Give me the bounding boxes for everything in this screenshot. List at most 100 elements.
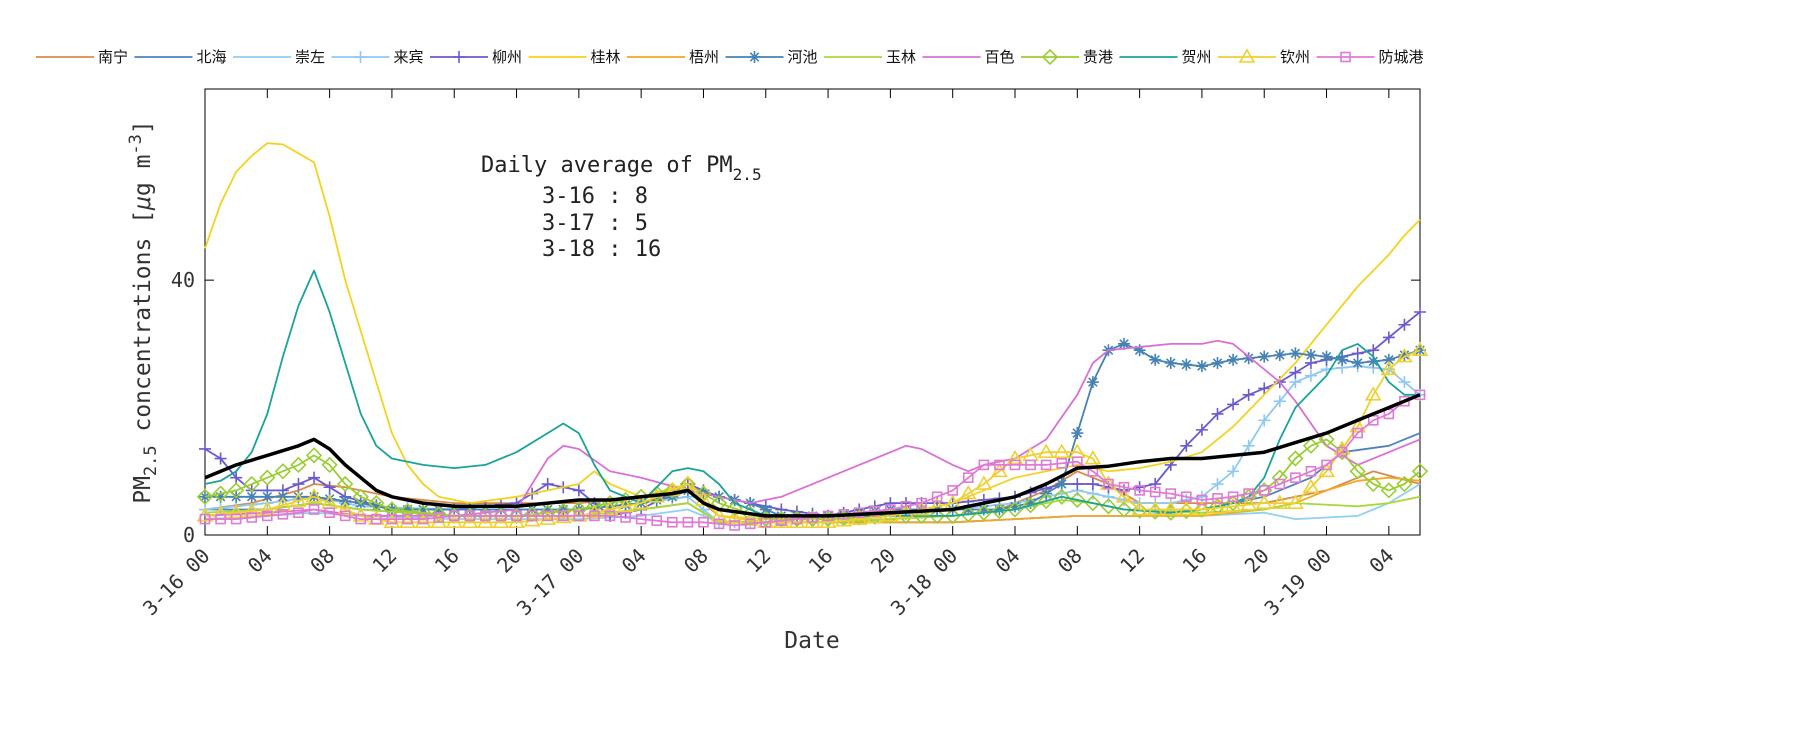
- series-marker: [417, 513, 429, 525]
- series-marker: [1211, 407, 1224, 420]
- series-marker: [308, 504, 320, 515]
- series-marker: [589, 510, 600, 522]
- series-marker: [1380, 360, 1398, 376]
- series-marker: [196, 488, 214, 505]
- annotation-title: Daily average of PM2.5: [481, 153, 762, 184]
- series-marker: [1022, 497, 1039, 514]
- series-marker: [1336, 353, 1349, 366]
- series-marker: [274, 463, 292, 480]
- series-marker: [495, 510, 507, 522]
- series-marker: [1242, 388, 1255, 401]
- series-marker: [259, 469, 276, 486]
- series-marker: [1242, 352, 1255, 365]
- series-marker: [227, 504, 245, 519]
- series-marker: [1177, 500, 1195, 516]
- series-marker: [1258, 414, 1271, 427]
- series-marker: [1382, 353, 1395, 366]
- x-tick-label: 12: [367, 544, 401, 578]
- series-marker: [1289, 347, 1302, 360]
- series-marker: [869, 505, 881, 517]
- series-marker: [1211, 356, 1224, 369]
- series-marker: [371, 513, 382, 525]
- series-marker: [1396, 475, 1413, 493]
- legend-item: 崇左: [233, 48, 325, 66]
- series-marker: [1211, 478, 1224, 491]
- series-marker: [850, 510, 868, 525]
- series-line: [204, 269, 1420, 517]
- series-marker: [682, 516, 694, 528]
- series-marker: [293, 507, 304, 519]
- series-marker: [617, 497, 634, 513]
- series-marker: [1305, 465, 1317, 477]
- series-marker: [1318, 462, 1335, 478]
- series-marker: [962, 472, 974, 483]
- legend-marker: [1041, 48, 1059, 66]
- series-marker: [1398, 318, 1411, 331]
- legend-marker: [453, 51, 465, 63]
- x-tick-label: 20: [1240, 544, 1274, 578]
- series-marker: [710, 507, 728, 522]
- legend-item: 防城港: [1316, 48, 1424, 66]
- series-marker: [1224, 497, 1242, 513]
- series-marker: [339, 510, 351, 522]
- series-marker: [370, 500, 383, 513]
- series-marker: [1365, 475, 1382, 493]
- series-marker: [461, 513, 479, 529]
- series-marker: [399, 502, 416, 520]
- daily-average-annotation: Daily average of PM2.5 3-16 : 8 3-17 : 5…: [481, 153, 762, 262]
- series-marker: [1320, 350, 1333, 363]
- series-marker: [1040, 459, 1052, 471]
- series-marker: [698, 516, 709, 528]
- series-marker: [760, 516, 772, 528]
- series-marker: [1193, 501, 1211, 518]
- series-marker: [572, 484, 585, 497]
- x-tick-label: 3-16 00: [138, 544, 215, 621]
- series-marker: [1072, 456, 1083, 468]
- legend-item: 桂林: [528, 48, 621, 66]
- legend-marker: [1340, 51, 1351, 63]
- series-marker: [1255, 494, 1273, 509]
- series-marker: [1367, 344, 1380, 357]
- series-marker: [977, 503, 990, 516]
- series-marker: [1180, 439, 1193, 452]
- series-marker: [1367, 355, 1380, 368]
- x-tick-label: 08: [1053, 544, 1087, 578]
- series-marker: [1382, 331, 1395, 344]
- series-marker: [1398, 376, 1411, 389]
- series-marker: [944, 507, 961, 525]
- series-marker: [604, 510, 616, 522]
- series-marker: [1103, 478, 1114, 490]
- series-marker: [1258, 350, 1271, 363]
- series-marker: [588, 501, 601, 514]
- legend-label: 桂林: [591, 48, 621, 66]
- series-marker: [1318, 431, 1335, 448]
- x-tick-label: 04: [1364, 544, 1398, 578]
- series-marker: [1149, 486, 1161, 498]
- series-marker: [1053, 443, 1071, 458]
- x-axis-title: Date: [784, 628, 839, 654]
- series-767e8272: [204, 339, 1421, 517]
- series-marker: [1273, 349, 1286, 362]
- y-axis-title: PM2.5 concentrations [μg m-3]: [126, 120, 161, 504]
- series-marker: [726, 500, 743, 517]
- legend-label: 北海: [197, 48, 227, 66]
- series-marker: [305, 488, 323, 503]
- series-marker: [1227, 491, 1239, 503]
- series-marker: [1352, 427, 1363, 439]
- series-marker: [1196, 494, 1208, 506]
- series-marker: [975, 504, 992, 521]
- x-tick-label: 08: [679, 544, 713, 578]
- series-marker: [352, 488, 369, 505]
- series-marker: [336, 500, 354, 516]
- legend-label: 南宁: [98, 48, 128, 66]
- series-marker: [448, 510, 460, 522]
- series-line: [204, 142, 1421, 520]
- series-marker: [476, 513, 494, 529]
- series-marker: [1286, 494, 1304, 509]
- series-marker: [1118, 481, 1130, 493]
- series-marker: [1115, 501, 1133, 518]
- series-marker: [1302, 437, 1320, 454]
- legend-item: 来宾: [331, 48, 424, 66]
- series-marker: [1304, 349, 1317, 362]
- series-marker: [246, 512, 258, 523]
